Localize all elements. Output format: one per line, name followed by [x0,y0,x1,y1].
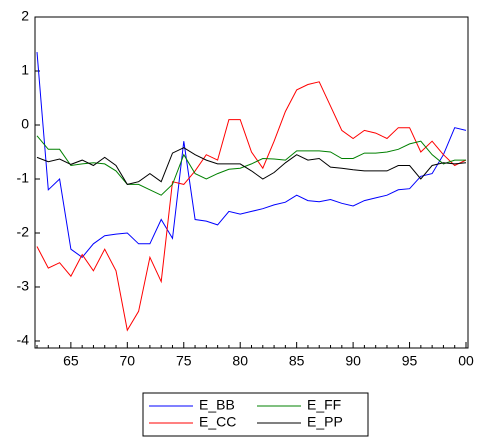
legend-label: E_PP [307,414,343,430]
legend-label: E_FF [307,397,341,413]
y-tick-label: 0 [21,116,29,132]
legend-box [142,392,369,437]
x-tick-label: 70 [120,353,136,369]
legend-label: E_CC [199,414,236,430]
y-tick-label: -2 [17,224,30,240]
legend-label: E_BB [199,397,235,413]
x-tick-label: 80 [232,353,248,369]
x-tick-label: 65 [63,353,79,369]
y-tick-label: -1 [17,170,30,186]
y-tick-label: -4 [17,332,30,348]
x-tick-label: 00 [458,353,474,369]
series-line [36,135,466,196]
x-tick-label: 75 [176,353,192,369]
y-tick-label: 1 [21,62,29,78]
series-line [36,52,467,258]
x-tick-label: 90 [345,353,361,369]
y-tick-label: 2 [21,8,29,24]
x-tick-label: 95 [402,353,418,369]
x-tick-label: 85 [289,353,305,369]
plot-frame [34,16,469,349]
series-line [36,81,467,332]
y-tick-label: -3 [17,278,30,294]
series-line [36,147,467,185]
